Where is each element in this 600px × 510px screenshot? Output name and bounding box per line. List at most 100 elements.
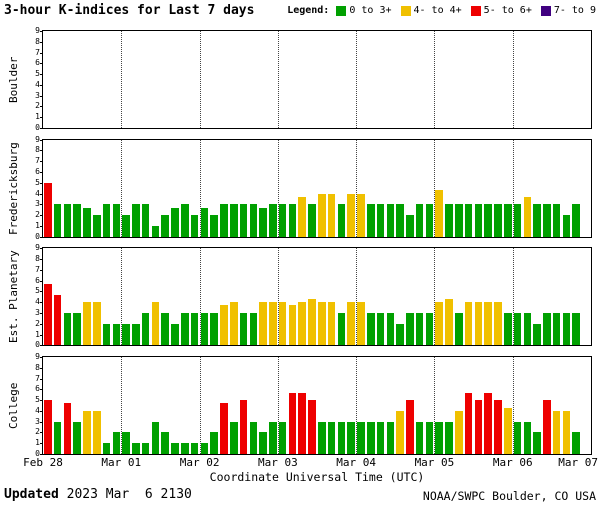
k-index-bar: [112, 432, 121, 454]
k-index-bar: [269, 204, 277, 237]
station-label: College: [7, 382, 20, 429]
k-index-bar: [161, 432, 169, 454]
k-index-bar: [63, 204, 72, 237]
y-tick-mark: [40, 454, 43, 455]
k-index-bar: [249, 313, 258, 346]
y-tick-label: 9: [35, 352, 40, 361]
k-index-bar: [357, 302, 365, 346]
y-tick-mark: [40, 334, 43, 336]
day-boundary-line: [121, 31, 123, 128]
day-boundary-line: [199, 139, 201, 237]
k-index-bar: [327, 193, 336, 237]
y-tick-label: 1: [35, 112, 40, 122]
k-index-bar: [484, 204, 492, 237]
k-index-bar: [494, 204, 502, 237]
y-tick-label: 4: [35, 188, 40, 198]
updated-value: 2023 Mar 6 2130: [58, 487, 192, 502]
chart-title: 3-hour K-indices for Last 7 days: [4, 3, 255, 18]
y-tick-label: 8: [35, 362, 40, 372]
legend-item-label: 4- to 4+: [413, 5, 462, 16]
k-index-bar: [181, 443, 189, 454]
x-tick-label: Mar 07: [558, 456, 599, 469]
k-index-bar: [44, 400, 52, 454]
legend-item-label: 0 to 3+: [349, 5, 392, 16]
day-boundary-line: [277, 31, 279, 128]
day-boundary-line: [512, 357, 514, 454]
k-index-bar: [347, 302, 355, 346]
y-tick-mark: [40, 74, 43, 76]
y-tick-mark: [40, 248, 43, 250]
credit-text: NOAA/SWPC Boulder, CO USA: [422, 489, 596, 503]
k-index-bar: [278, 302, 287, 346]
x-axis-labels: Feb 28 Mar 01 Mar 02 Mar 03 Mar 04 Mar 05 Mar …: [0, 456, 600, 469]
k-index-bar: [151, 225, 160, 237]
legend: Legend: 0 to 3+ 4- to 4+ 5- to 6+ 7- to 9: [287, 5, 596, 16]
y-tick-label: 1: [35, 329, 40, 339]
k-index-bar: [210, 215, 218, 237]
k-index-bar: [533, 432, 541, 454]
k-index-bar: [190, 313, 199, 346]
y-tick-mark: [40, 410, 43, 412]
y-tick-mark: [40, 31, 43, 32]
k-index-bar: [494, 400, 502, 454]
y-tick-label: 2: [35, 210, 40, 220]
updated-timestamp: Updated 2023 Mar 6 2130: [4, 487, 192, 502]
y-tick-label: 0: [35, 449, 40, 458]
day-boundary-line: [356, 248, 358, 346]
k-index-bar: [406, 313, 414, 346]
k-index-bar: [151, 421, 160, 454]
y-tick-label: 2: [35, 427, 40, 437]
k-index-bar: [63, 403, 72, 454]
legend-item: 7- to 9: [540, 5, 596, 16]
k-index-bar: [161, 215, 169, 237]
k-index-bar: [376, 204, 385, 237]
k-index-bar: [239, 400, 248, 454]
y-tick-label: 7: [35, 264, 40, 274]
y-tick-label: 6: [35, 166, 40, 176]
k-index-bar: [63, 313, 72, 346]
k-index-bar: [122, 323, 130, 346]
k-index-bar: [83, 302, 91, 346]
y-tick-label: 8: [35, 145, 40, 155]
legend-swatch-icon: [470, 5, 481, 16]
k-index-bar: [562, 313, 571, 346]
k-index-bar: [435, 190, 443, 237]
k-index-bar: [445, 204, 453, 237]
k-index-bar: [308, 298, 316, 346]
y-tick-mark: [40, 357, 43, 358]
k-index-bar: [425, 421, 434, 454]
k-index-bar: [200, 443, 209, 454]
k-index-bar: [562, 410, 571, 454]
day-boundary-line: [199, 248, 201, 346]
y-tick-label: 5: [35, 177, 40, 187]
k-index-bar: [190, 215, 199, 237]
legend-item-label: 7- to 9: [553, 5, 596, 16]
k-index-bar: [298, 302, 306, 346]
k-index-bar: [53, 204, 62, 237]
k-index-bar: [141, 443, 150, 454]
panel-est-planetary: Est. Planetary 0 1 2 3 4 5 6 7 8 9: [7, 244, 592, 349]
k-index-bar: [288, 204, 297, 237]
y-tick-label: 5: [35, 69, 40, 79]
y-tick-mark: [40, 421, 43, 423]
k-index-bar: [53, 421, 62, 454]
panels-area: Boulder 0 1 2 3 4 5 6 7 8 9 Fredericksburg 0 1 2 3 4 5 6 7 8…: [7, 27, 592, 458]
y-tick-mark: [40, 215, 43, 217]
day-boundary-line: [277, 357, 279, 454]
k-index-bar: [513, 421, 522, 454]
k-index-bar: [464, 302, 473, 346]
k-index-bar: [543, 400, 551, 454]
k-index-bar: [533, 323, 541, 346]
k-index-bar: [200, 207, 209, 237]
k-index-bar: [132, 204, 140, 237]
k-index-bar: [494, 302, 502, 346]
k-index-bar: [92, 410, 101, 454]
k-index-bar: [552, 410, 561, 454]
k-index-bar: [122, 432, 130, 454]
k-index-bar: [53, 294, 62, 346]
y-tick-mark: [40, 171, 43, 173]
k-index-bar: [415, 313, 424, 346]
day-boundary-line: [512, 139, 514, 237]
k-index-bar: [73, 204, 81, 237]
